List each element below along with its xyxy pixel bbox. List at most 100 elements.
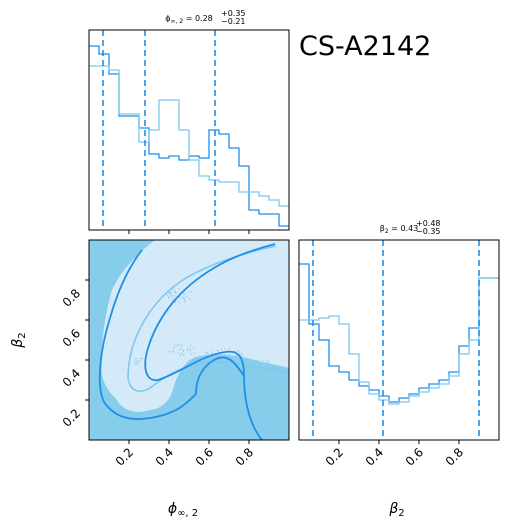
- contour-fill-inner: [89, 240, 289, 440]
- scatter-point: [179, 348, 181, 351]
- beta-err-up: +0.48: [416, 219, 441, 228]
- cluster-label: CS-A2142: [299, 31, 431, 62]
- scatter-point: [173, 290, 176, 293]
- scatter-point: [254, 363, 257, 365]
- scatter-point: [177, 352, 180, 355]
- scatter-point: [180, 347, 183, 349]
- beta-hist-xtick-label-3: 0.8: [443, 445, 466, 468]
- scatter-point: [263, 364, 265, 366]
- scatter-point: [238, 352, 241, 355]
- scatter-point: [174, 344, 176, 347]
- scatter-point: [186, 349, 189, 352]
- x-axis-label-beta: β2: [388, 501, 404, 519]
- joint-ytick-label-3: 0.8: [60, 286, 83, 309]
- scatter-point: [216, 350, 219, 352]
- scatter-point: [138, 360, 140, 362]
- scatter-point: [267, 360, 270, 363]
- joint-ytick-label-2: 0.6: [60, 326, 83, 349]
- phi-histogram-panel: ϕ∞, 2 = 0.28 +0.35 −0.21: [88, 9, 290, 234]
- scatter-point: [236, 349, 239, 352]
- joint-xtick-label-0: 0.2: [113, 445, 136, 468]
- contour-line-blob: [195, 356, 245, 395]
- scatter-point: [185, 295, 188, 298]
- scatter-point: [177, 287, 180, 290]
- scatter-point: [189, 297, 191, 300]
- scatter-point: [261, 359, 264, 362]
- scatter-point: [133, 361, 136, 363]
- scatter-point: [168, 292, 170, 294]
- scatter-point: [168, 297, 170, 299]
- scatter-point: [140, 357, 142, 360]
- phi-hist-light: [89, 65, 289, 207]
- scatter-point: [192, 352, 195, 354]
- scatter-point: [257, 359, 259, 362]
- scatter-point: [228, 356, 231, 358]
- scatter-point: [205, 351, 207, 354]
- scatter-point: [134, 363, 137, 365]
- scatter-point: [136, 361, 138, 364]
- scatter-point: [186, 347, 189, 349]
- scatter-point: [181, 297, 184, 299]
- scatter-point: [166, 294, 169, 297]
- beta-hist-xtick-label-2: 0.6: [403, 445, 426, 468]
- scatter-point: [168, 350, 171, 353]
- scatter-point: [224, 353, 227, 355]
- beta-err-down: −0.35: [416, 227, 441, 236]
- beta-histogram-panel: β2 = 0.43 +0.48 −0.35 0.2 0.4 0.6 0.8: [298, 219, 500, 469]
- phi-err-down: −0.21: [221, 17, 246, 26]
- scatter-point: [172, 288, 175, 290]
- scatter-point: [192, 346, 195, 349]
- scatter-point: [141, 357, 143, 359]
- phi-histogram-frame: [88, 29, 290, 231]
- scatter-point: [172, 350, 174, 353]
- scatter-point: [178, 344, 180, 346]
- scatter-point: [169, 292, 172, 295]
- scatter-point: [182, 354, 185, 357]
- scatter-point: [263, 362, 265, 364]
- beta-hist-light: [299, 277, 499, 405]
- scatter-point: [204, 354, 207, 357]
- scatter-point: [190, 352, 192, 355]
- scatter-point: [258, 361, 261, 364]
- beta-hist-xtick-label-1: 0.4: [363, 445, 386, 468]
- y-axis-label-beta: β2: [10, 332, 28, 348]
- scatter-point: [235, 354, 238, 356]
- beta-hist-dark: [299, 263, 499, 403]
- joint-ytick-label-1: 0.4: [60, 366, 83, 389]
- joint-ytick-label-0: 0.2: [60, 406, 83, 429]
- joint-xtick-label-2: 0.6: [193, 445, 216, 468]
- scatter-point: [207, 353, 210, 355]
- scatter-point: [228, 353, 231, 356]
- scatter-point: [179, 355, 182, 357]
- scatter-point: [253, 359, 255, 362]
- scatter-point: [266, 359, 268, 361]
- scatter-point: [137, 363, 139, 365]
- scatter-point: [189, 349, 192, 351]
- scatter-point: [180, 352, 183, 354]
- scatter-point: [176, 344, 179, 347]
- beta-histogram-title: β2 = 0.43: [380, 224, 419, 235]
- scatter-point: [238, 357, 240, 359]
- scatter-point: [172, 297, 174, 300]
- scatter-point: [170, 294, 173, 297]
- scatter-point: [135, 359, 137, 362]
- scatter-point: [220, 348, 223, 351]
- scatter-point: [183, 352, 185, 355]
- scatter-point: [178, 301, 180, 304]
- scatter-point: [135, 357, 137, 360]
- scatter-point: [260, 364, 262, 367]
- scatter-point: [266, 361, 269, 364]
- scatter-point: [189, 291, 192, 293]
- scatter-point: [170, 291, 172, 293]
- joint-contour-frame: [88, 239, 290, 441]
- scatter-point: [173, 347, 175, 349]
- joint-contour-panel: 0.2 0.4 0.6 0.8 0.2 0.4 0.6 0.8: [60, 239, 290, 469]
- scatter-point: [228, 347, 231, 350]
- scatter-point: [174, 301, 177, 303]
- beta-histogram-frame: [298, 239, 500, 441]
- joint-xtick-label-1: 0.4: [153, 445, 176, 468]
- scatter-point: [219, 353, 221, 356]
- x-axis-label-phi: ϕ∞, 2: [168, 501, 198, 519]
- phi-err-up: +0.35: [221, 9, 246, 18]
